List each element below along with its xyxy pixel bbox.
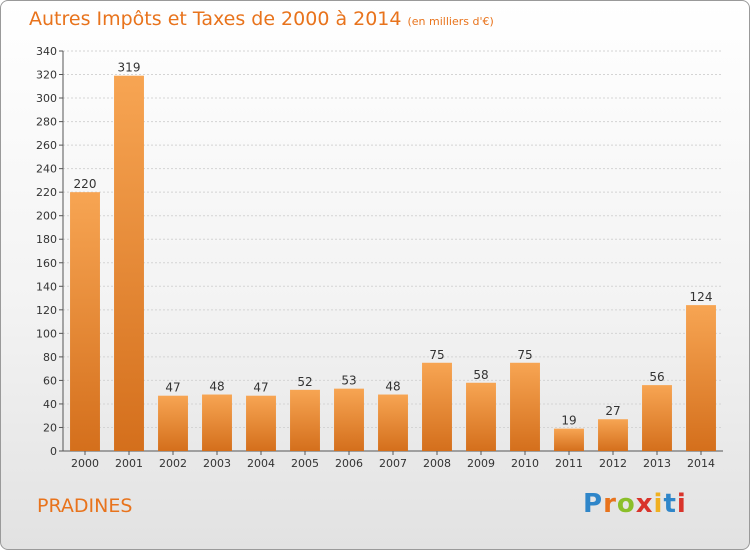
x-tick-label: 2005 bbox=[291, 457, 319, 470]
y-tick-label: 40 bbox=[43, 398, 57, 411]
bar bbox=[510, 362, 540, 451]
data-label: 19 bbox=[561, 414, 576, 428]
data-label: 220 bbox=[74, 177, 97, 191]
bar bbox=[642, 385, 672, 451]
bar bbox=[158, 395, 188, 451]
bar bbox=[334, 388, 364, 451]
data-label: 124 bbox=[690, 290, 713, 304]
proxiti-logo: Proxiti bbox=[583, 489, 687, 519]
x-tick-label: 2013 bbox=[643, 457, 671, 470]
y-tick-label: 80 bbox=[43, 351, 57, 364]
bar bbox=[422, 362, 452, 451]
bar bbox=[290, 389, 320, 451]
chart-subtitle: (en milliers d'€) bbox=[407, 15, 494, 28]
data-label: 48 bbox=[385, 380, 400, 394]
y-tick-label: 100 bbox=[36, 327, 57, 340]
bar bbox=[378, 394, 408, 451]
x-tick-label: 2003 bbox=[203, 457, 231, 470]
x-tick-label: 2004 bbox=[247, 457, 275, 470]
y-tick-label: 20 bbox=[43, 421, 57, 434]
x-tick-label: 2010 bbox=[511, 457, 539, 470]
y-tick-label: 340 bbox=[36, 45, 57, 58]
logo-letter: t bbox=[663, 489, 677, 519]
logo-letter: i bbox=[676, 489, 687, 519]
x-tick-label: 2002 bbox=[159, 457, 187, 470]
x-tick-label: 2001 bbox=[115, 457, 143, 470]
data-label: 48 bbox=[209, 380, 224, 394]
y-tick-label: 260 bbox=[36, 139, 57, 152]
data-label: 47 bbox=[253, 381, 268, 395]
data-label: 52 bbox=[297, 375, 312, 389]
city-name: PRADINES bbox=[37, 495, 133, 517]
bar bbox=[554, 428, 584, 451]
bar bbox=[114, 75, 144, 452]
y-tick-label: 280 bbox=[36, 116, 57, 129]
y-tick-label: 160 bbox=[36, 257, 57, 270]
data-label: 56 bbox=[649, 370, 664, 384]
bar bbox=[246, 395, 276, 451]
y-tick-label: 300 bbox=[36, 92, 57, 105]
x-tick-label: 2011 bbox=[555, 457, 583, 470]
y-tick-label: 140 bbox=[36, 280, 57, 293]
y-tick-label: 240 bbox=[36, 163, 57, 176]
chart-title: Autres Impôts et Taxes de 2000 à 2014 (en… bbox=[29, 8, 494, 30]
y-tick-label: 320 bbox=[36, 69, 57, 82]
data-label: 47 bbox=[165, 381, 180, 395]
chart-title-text: Autres Impôts et Taxes de 2000 à 2014 bbox=[29, 8, 402, 30]
data-label: 319 bbox=[118, 61, 141, 75]
data-label: 53 bbox=[341, 374, 356, 388]
y-tick-label: 200 bbox=[36, 210, 57, 223]
y-tick-label: 180 bbox=[36, 233, 57, 246]
y-tick-label: 60 bbox=[43, 374, 57, 387]
x-tick-label: 2009 bbox=[467, 457, 495, 470]
bar bbox=[466, 382, 496, 451]
x-tick-label: 2014 bbox=[687, 457, 715, 470]
logo-letter: P bbox=[583, 489, 604, 519]
y-tick-label: 0 bbox=[50, 445, 57, 458]
x-tick-label: 2008 bbox=[423, 457, 451, 470]
bar bbox=[70, 192, 100, 452]
logo-letter: i bbox=[653, 489, 664, 519]
logo-letter: o bbox=[616, 489, 636, 519]
logo-letter: x bbox=[635, 489, 654, 519]
data-label: 75 bbox=[517, 348, 532, 362]
data-label: 75 bbox=[429, 348, 444, 362]
x-tick-label: 2000 bbox=[71, 457, 99, 470]
bar bbox=[598, 419, 628, 451]
x-tick-label: 2012 bbox=[599, 457, 627, 470]
bar bbox=[686, 305, 716, 451]
data-label: 27 bbox=[605, 404, 620, 418]
bar bbox=[202, 394, 232, 451]
data-label: 58 bbox=[473, 368, 488, 382]
y-tick-label: 220 bbox=[36, 186, 57, 199]
y-tick-label: 120 bbox=[36, 304, 57, 317]
logo-letter: r bbox=[603, 489, 617, 519]
x-tick-label: 2006 bbox=[335, 457, 363, 470]
x-tick-label: 2007 bbox=[379, 457, 407, 470]
